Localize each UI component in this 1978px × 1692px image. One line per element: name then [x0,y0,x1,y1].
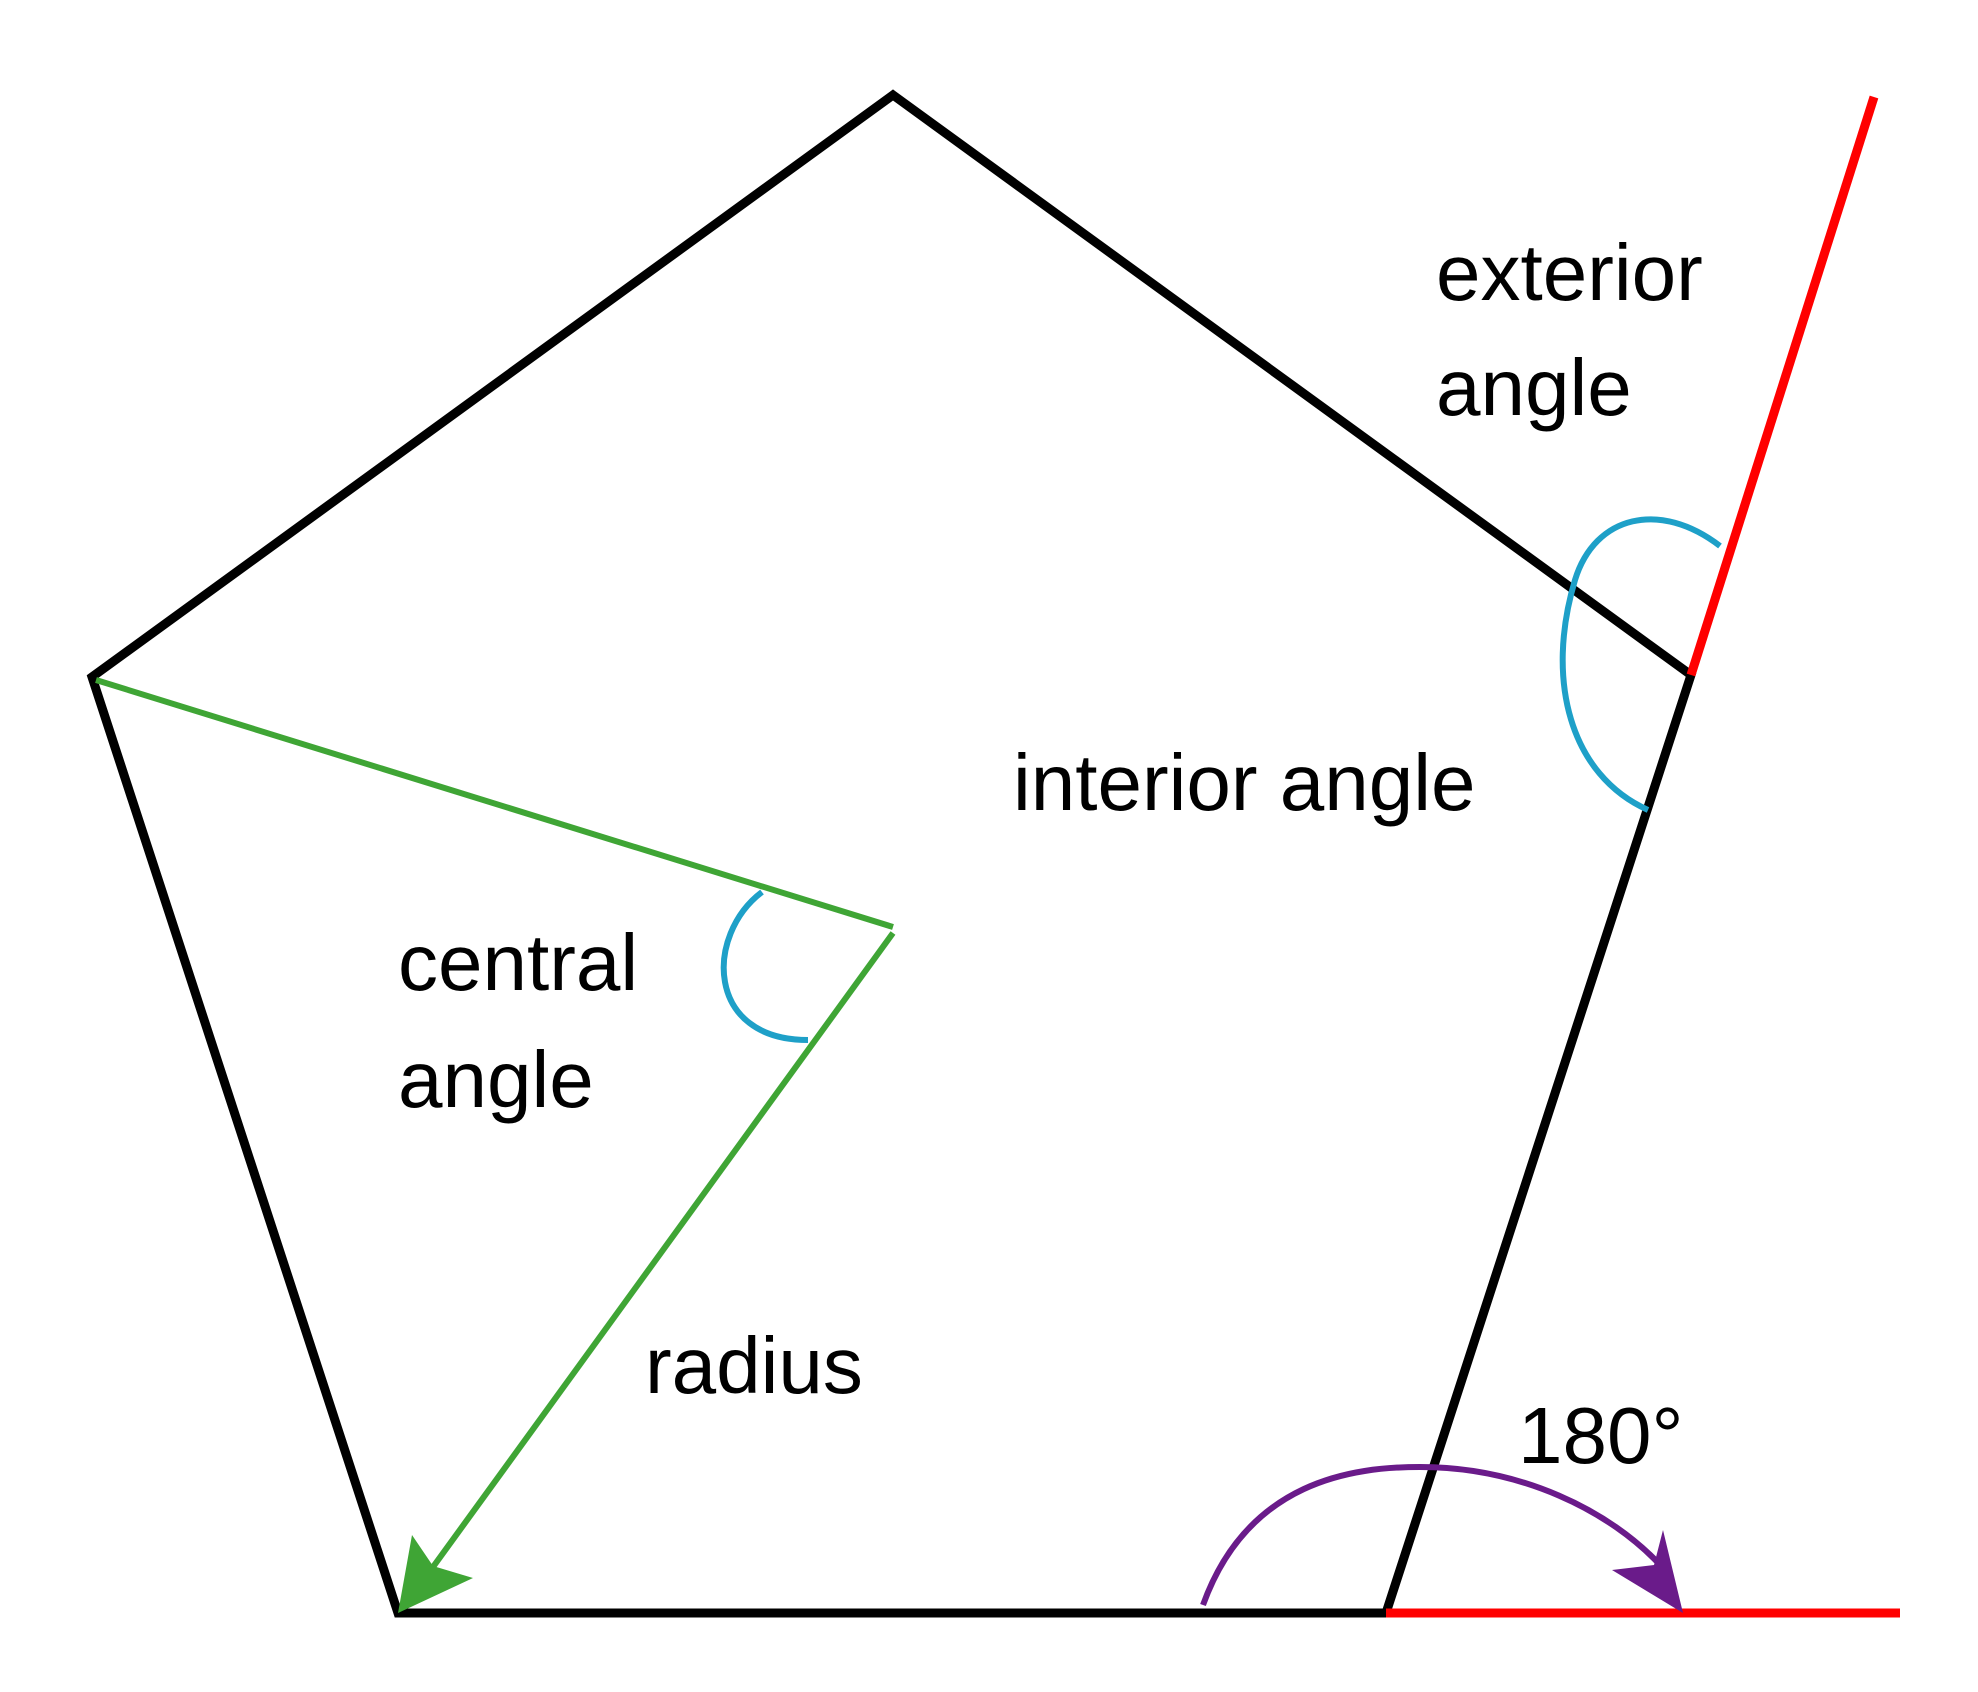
central-angle-label-line1: central [398,918,638,1007]
pentagon-outline [86,89,1697,1618]
radius-line [422,931,896,1580]
exterior-angle-label-line1: exterior [1436,228,1703,317]
straight-angle-label: 180° [1518,1391,1683,1480]
radius-label: radius [645,1321,863,1410]
radius-arrowhead [398,1535,473,1613]
straight-angle-arc [1200,1463,1665,1607]
central-radius-line [95,677,894,930]
central-angle-arc [720,889,809,1043]
interior-angle-label: interior angle [1013,738,1476,827]
central-angle-label-line2: angle [398,1035,594,1124]
exterior-angle-label-line2: angle [1436,343,1632,432]
straight-angle-arrowhead [1612,1530,1683,1613]
exterior-extension-line-top [1686,95,1879,677]
interior-angle-arc [1559,516,1722,813]
